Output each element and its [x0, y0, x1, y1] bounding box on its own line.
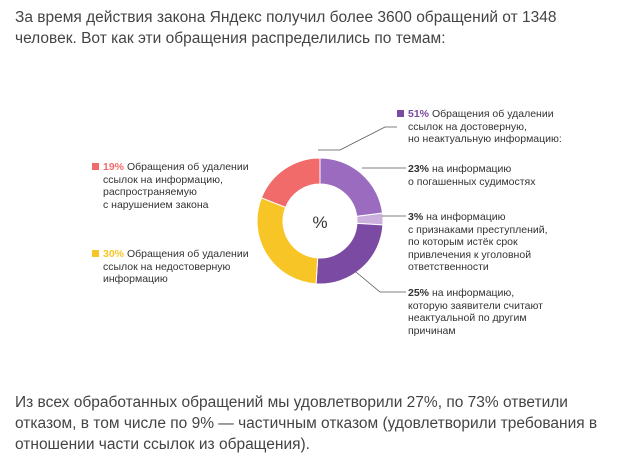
- connector-lines: [318, 126, 406, 293]
- donut-slice-23-percent: [319, 157, 384, 217]
- label-51-percent: 51% Обращения об удалении ссылок на дост…: [397, 108, 597, 146]
- label-3-pct: 3%: [408, 211, 424, 223]
- label-23-percent: 23% на информацию о погашенных судимостя…: [408, 163, 588, 188]
- label-19-line1: Обращения об удалении: [126, 161, 249, 173]
- label-25-line3: неактуальной по другим: [408, 312, 527, 324]
- label-51-pct: 51%: [408, 108, 430, 120]
- label-3-line1: на информацию: [426, 211, 506, 223]
- label-30-line2: ссылок на недостоверную: [103, 260, 231, 273]
- label-3-line5: ответственности: [408, 261, 489, 273]
- label-30-percent: 30% Обращения об удалении ссылок на недо…: [92, 248, 252, 286]
- label-51-line1: Обращения об удалении: [431, 108, 554, 120]
- label-25-line4: причинам: [408, 324, 456, 337]
- label-19-line3: распространяемую: [103, 186, 197, 198]
- label-25-percent: 25% на информацию, которую заявители счи…: [408, 287, 588, 337]
- label-19-line2: ссылок на информацию,: [103, 173, 223, 186]
- donut-slice-30-percent: [256, 197, 319, 285]
- legend-swatch-yellow: [92, 250, 99, 257]
- label-30-pct: 30%: [103, 248, 125, 260]
- donut-slices: [256, 157, 384, 285]
- label-25-line1: на информацию,: [431, 287, 515, 299]
- label-51-line2: ссылок на достоверную,: [408, 120, 527, 133]
- connector-25-line: [355, 271, 406, 293]
- label-25-pct: 25%: [408, 287, 430, 299]
- donut-center-label: %: [312, 213, 327, 232]
- legend-swatch-red: [92, 163, 99, 170]
- label-3-line4: привлечения к уголовной: [408, 248, 532, 261]
- label-23-line2: о погашенных судимостях: [408, 175, 536, 188]
- donut-slice-25-percent: [315, 222, 384, 285]
- label-23-pct: 23%: [408, 163, 430, 175]
- label-19-percent: 19% Обращения об удалении ссылок на инфо…: [92, 161, 252, 211]
- label-30-line1: Обращения об удалении: [126, 248, 249, 260]
- label-19-line4: с нарушением закона: [103, 198, 209, 211]
- donut-slice-19-percent: [260, 157, 321, 209]
- label-19-pct: 19%: [103, 161, 125, 173]
- connector-51-line: [318, 126, 397, 151]
- intro-paragraph: За время действия закона Яндекс получил …: [15, 9, 557, 47]
- label-30-line3: информацию: [103, 273, 168, 285]
- label-3-line2: с признаками преступлений,: [408, 223, 548, 236]
- legend-swatch-purple: [397, 110, 404, 117]
- label-23-line1: на информацию: [431, 163, 512, 175]
- label-25-line2: которую заявители считают: [408, 299, 543, 312]
- label-51-line3: но неактуальную информацию:: [408, 133, 562, 145]
- label-3-percent: 3% на информацию с признаками преступлен…: [408, 211, 588, 274]
- label-3-line3: по которым истёк срок: [408, 236, 518, 248]
- outro-paragraph: Из всех обработанных обращений мы удовле…: [15, 394, 598, 453]
